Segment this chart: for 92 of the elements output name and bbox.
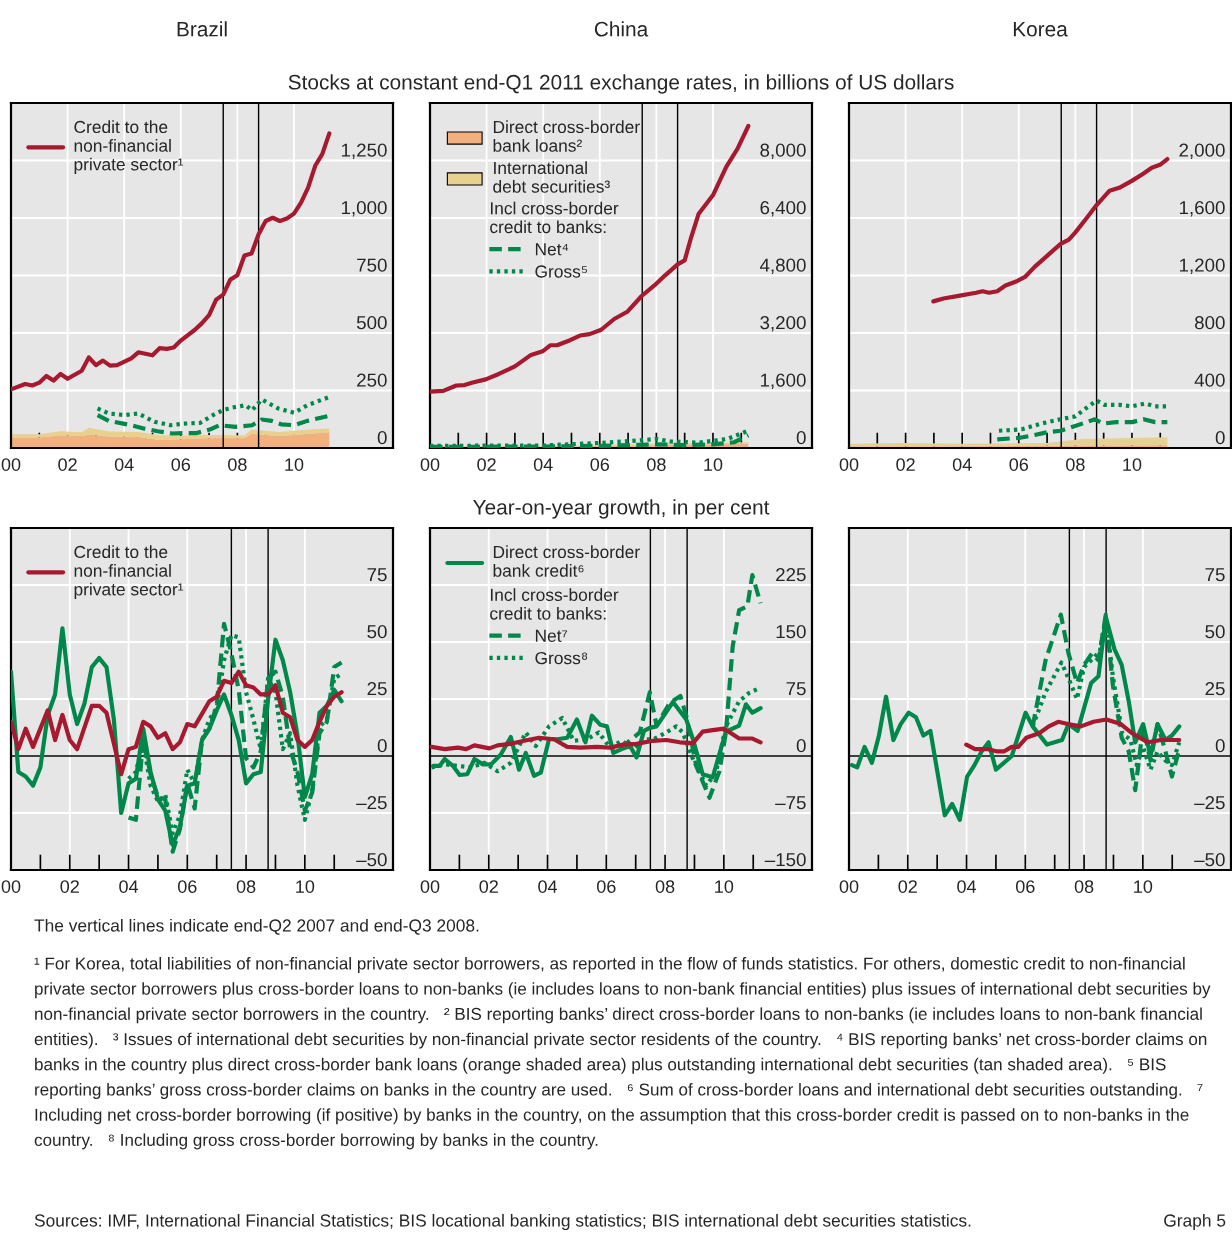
x-tick-label: 10	[1123, 458, 1142, 471]
legend-label: Net⁷	[535, 629, 568, 642]
y-tick-label: 1,600	[1179, 201, 1225, 217]
y-tick-label: 50	[367, 625, 387, 639]
x-tick-label: 08	[228, 458, 247, 471]
y-tick-label: 4,800	[759, 258, 806, 275]
x-tick-label: 00	[839, 458, 859, 471]
x-tick-label: 10	[285, 458, 304, 471]
x-tick-label: 06	[171, 458, 191, 471]
y-tick-label: 0	[1215, 431, 1225, 445]
x-tick-label: 10	[1134, 880, 1153, 893]
y-tick-label: 0	[796, 739, 806, 753]
chart-title: Korea	[1013, 22, 1068, 37]
y-tick-label: 500	[356, 316, 387, 330]
x-tick-label: 02	[58, 458, 77, 471]
x-tick-label: 04	[538, 880, 558, 893]
chart-title: China	[594, 21, 649, 37]
y-tick-label: –50	[356, 853, 387, 867]
y-tick-label: 25	[367, 682, 387, 696]
y-tick-label: 50	[1205, 625, 1225, 639]
x-tick-label: 02	[60, 880, 79, 893]
y-tick-label: 2,000	[1179, 143, 1225, 160]
y-tick-label: –150	[764, 853, 806, 867]
legend-label: Credit to the non-financial private sector¹	[74, 545, 184, 599]
y-tick-label: 25	[1205, 682, 1225, 696]
y-tick-label: –25	[356, 796, 387, 810]
y-tick-label: 1,000	[341, 201, 387, 217]
y-tick-label: 0	[377, 431, 387, 445]
x-tick-label: 02	[898, 880, 917, 893]
x-tick-label: 06	[177, 880, 197, 893]
y-tick-label: 225	[776, 568, 806, 582]
x-tick-label: 10	[704, 458, 723, 471]
x-tick-label: 06	[590, 458, 610, 471]
x-tick-label: 00	[1, 880, 21, 893]
legend-title: Incl cross-border credit to banks:	[490, 201, 619, 234]
text: ¹ For Korea, total liabilities of non-financial private sector borrowers, as reported in the flow of funds statistics. For others, domestic credit to non-financial private sector borrowers plus cross-border loans to non-banks (ie includes loans to non-bank financial entities) plus issues of international debt securities by non-financial private sector borrowers in the country. ² BIS reporting banks’ direct cross-border loans to non-banks (ie includes loans to non-bank financial entities). ³ Issues of international debt securities by non-financial private sector residents of the country. ⁴ BIS reporting banks’ net cross-border claims on banks in the country plus direct cross-border bank loans (orange shaded area) plus outstanding international debt securities (tan shaded area). ⁵ BIS reporting banks’ gross cross-border claims on banks in the country are used. ⁶ Sum of cross-border loans and international debt securities outstanding. ⁷ Including net cross-border borrowing (if positive) by banks in the country, on the assumption that this cross-border credit is passed on to non-banks in the country. ⁸ Including gross cross-border borrowing by banks in the country.	[34, 957, 1211, 1150]
x-tick-label: 00	[839, 880, 859, 893]
y-tick-label: 1,600	[760, 373, 806, 390]
chart-title: Brazil	[177, 21, 227, 37]
x-tick-label: 08	[1074, 880, 1094, 893]
y-tick-label: 75	[1205, 568, 1225, 582]
y-tick-label: 75	[367, 568, 387, 582]
y-tick-label: 6,400	[760, 201, 806, 217]
y-tick-label: 150	[776, 625, 806, 639]
x-tick-label: 00	[420, 458, 440, 471]
x-tick-label: 08	[647, 458, 666, 471]
y-tick-label: 750	[357, 258, 387, 272]
x-tick-label: 10	[715, 880, 734, 893]
y-tick-label: 3,200	[760, 316, 806, 332]
y-tick-label: 75	[786, 682, 806, 696]
x-tick-label: 04	[114, 458, 134, 471]
x-tick-label: 06	[1009, 458, 1029, 471]
x-tick-label: 02	[477, 458, 496, 471]
legend-label: Gross⁸	[535, 651, 588, 665]
chart-subtitle: Year-on-year growth, in per cent	[473, 499, 770, 519]
legend-label: Credit to the non-financial private sector¹	[74, 120, 184, 174]
legend-label: International debt securities³	[493, 161, 610, 193]
legend-label: Net⁴	[535, 243, 569, 256]
y-tick-label: 400	[1194, 373, 1225, 387]
y-tick-label: 0	[377, 739, 387, 753]
x-tick-label: 04	[952, 458, 972, 471]
y-tick-label: –50	[1194, 853, 1225, 867]
y-tick-label: 800	[1194, 316, 1225, 330]
x-tick-label: 06	[1015, 880, 1035, 893]
x-tick-label: 04	[119, 880, 139, 893]
x-tick-label: 08	[236, 880, 256, 893]
y-tick-label: 0	[1215, 739, 1225, 753]
caption: Graph 5	[1164, 1213, 1226, 1231]
x-tick-label: 02	[896, 458, 915, 471]
y-tick-label: 1,200	[1179, 258, 1225, 275]
y-tick-label: 8,000	[760, 143, 806, 160]
y-tick-label: –25	[1194, 796, 1225, 810]
chart-subtitle: Stocks at constant end-Q1 2011 exchange rates, in billions of US dollars	[288, 74, 954, 94]
x-tick-label: 08	[1066, 458, 1085, 471]
x-tick-label: 00	[420, 880, 440, 893]
legend-title: Incl cross-border credit to banks:	[490, 588, 619, 620]
x-tick-label: 04	[957, 880, 977, 893]
legend-label: Gross⁵	[535, 265, 587, 278]
x-tick-label: 08	[655, 880, 675, 893]
y-tick-label: 250	[357, 373, 387, 387]
text: The vertical lines indicate end-Q2 2007 and end-Q3 2008.	[34, 918, 479, 935]
x-tick-label: 10	[296, 880, 315, 893]
x-tick-label: 00	[1, 458, 21, 471]
source-note: Sources: IMF, International Financial Statistics; BIS locational banking statistics; BIS international debt securities statistics.	[34, 1213, 971, 1231]
x-tick-label: 02	[479, 880, 498, 893]
y-tick-label: –75	[775, 796, 806, 810]
legend-label: Direct cross-border bank loans²	[493, 120, 640, 152]
x-tick-label: 06	[596, 880, 616, 893]
y-tick-label: 0	[796, 431, 806, 445]
x-tick-label: 04	[533, 458, 553, 471]
legend-label: Direct cross-border bank credit⁶	[493, 545, 640, 577]
y-tick-label: 1,250	[341, 143, 387, 160]
